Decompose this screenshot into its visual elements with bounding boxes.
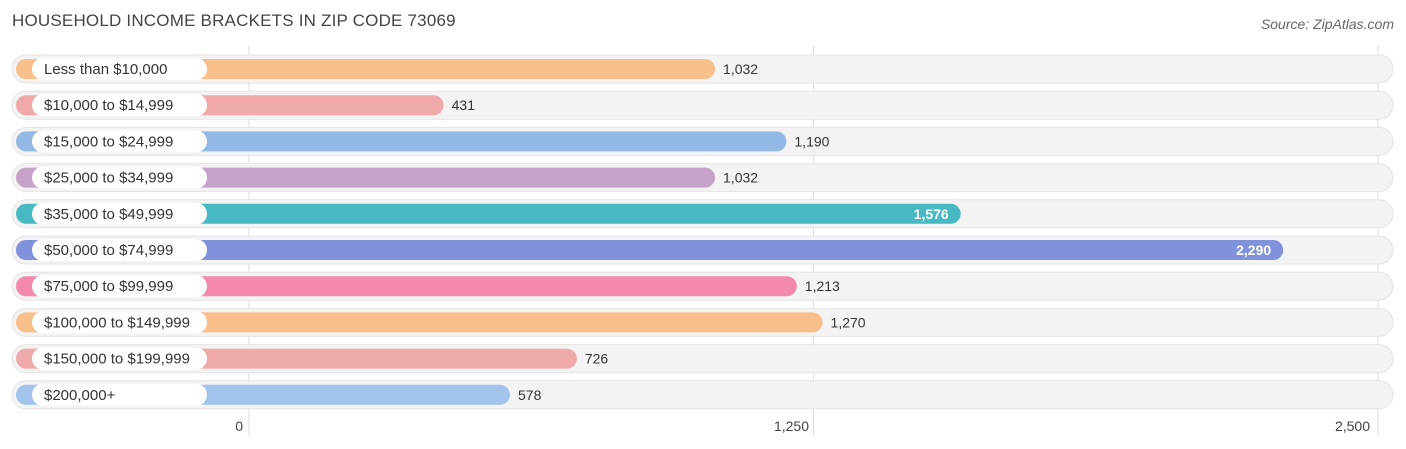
chart-source: Source: ZipAtlas.com: [1260, 16, 1394, 32]
bar: [16, 240, 1284, 260]
category-pill: [32, 94, 207, 117]
category-pill: [32, 347, 207, 370]
bar-row: $10,000 to $14,999 431: [11, 90, 1394, 120]
value-label: 1,576: [914, 206, 949, 222]
category-label: $35,000 to $49,999: [44, 206, 173, 223]
value-label: 431: [452, 97, 476, 113]
category-pill: [32, 166, 207, 189]
bar-row: Less than $10,000 1,032: [11, 54, 1394, 84]
category-pill: [32, 130, 207, 153]
value-label: 1,270: [831, 314, 866, 330]
value-label: 1,190: [794, 133, 829, 149]
category-label: $150,000 to $199,999: [44, 351, 190, 368]
bar-row: $100,000 to $149,999 1,270: [11, 307, 1394, 337]
bar-row: $35,000 to $49,999 1,576: [11, 199, 1394, 229]
value-label: 1,032: [723, 61, 758, 77]
category-pill: [32, 275, 207, 298]
category-label: $50,000 to $74,999: [44, 242, 173, 259]
bar-row: $200,000+ 578: [11, 380, 1394, 410]
value-label: 726: [585, 351, 609, 367]
x-tick-label: 1,250: [774, 418, 809, 434]
category-pill: [32, 58, 207, 80]
chart-title: HOUSEHOLD INCOME BRACKETS IN ZIP CODE 73…: [12, 11, 456, 30]
category-label: $15,000 to $24,999: [44, 133, 173, 150]
x-tick-label: 2,500: [1335, 418, 1370, 434]
bar: [16, 276, 797, 297]
category-label: $25,000 to $34,999: [44, 170, 173, 187]
category-label: Less than $10,000: [44, 61, 167, 78]
value-label: 1,213: [805, 278, 840, 294]
category-label: $200,000+: [44, 387, 116, 404]
category-pill: [32, 202, 207, 225]
bar: [16, 203, 961, 224]
category-pill: [32, 383, 207, 406]
category-label: $100,000 to $149,999: [44, 314, 190, 331]
category-label: $75,000 to $99,999: [44, 278, 173, 295]
bar-row: $25,000 to $34,999 1,032: [11, 163, 1394, 193]
bar-row: $150,000 to $199,999 726: [11, 344, 1394, 374]
value-label: 1,032: [723, 170, 758, 186]
bar-row: $15,000 to $24,999 1,190: [11, 126, 1394, 156]
category-label: $10,000 to $14,999: [44, 97, 173, 114]
bar-row: $50,000 to $74,999 2,290: [11, 235, 1394, 265]
x-tick-label: 0: [235, 418, 243, 434]
category-pill: [32, 311, 207, 334]
bar: [16, 131, 787, 152]
value-label: 578: [518, 387, 542, 403]
bar-row: $75,000 to $99,999 1,213: [11, 271, 1394, 301]
bar: [16, 312, 823, 333]
category-pill: [32, 239, 207, 261]
value-label: 2,290: [1236, 242, 1271, 258]
